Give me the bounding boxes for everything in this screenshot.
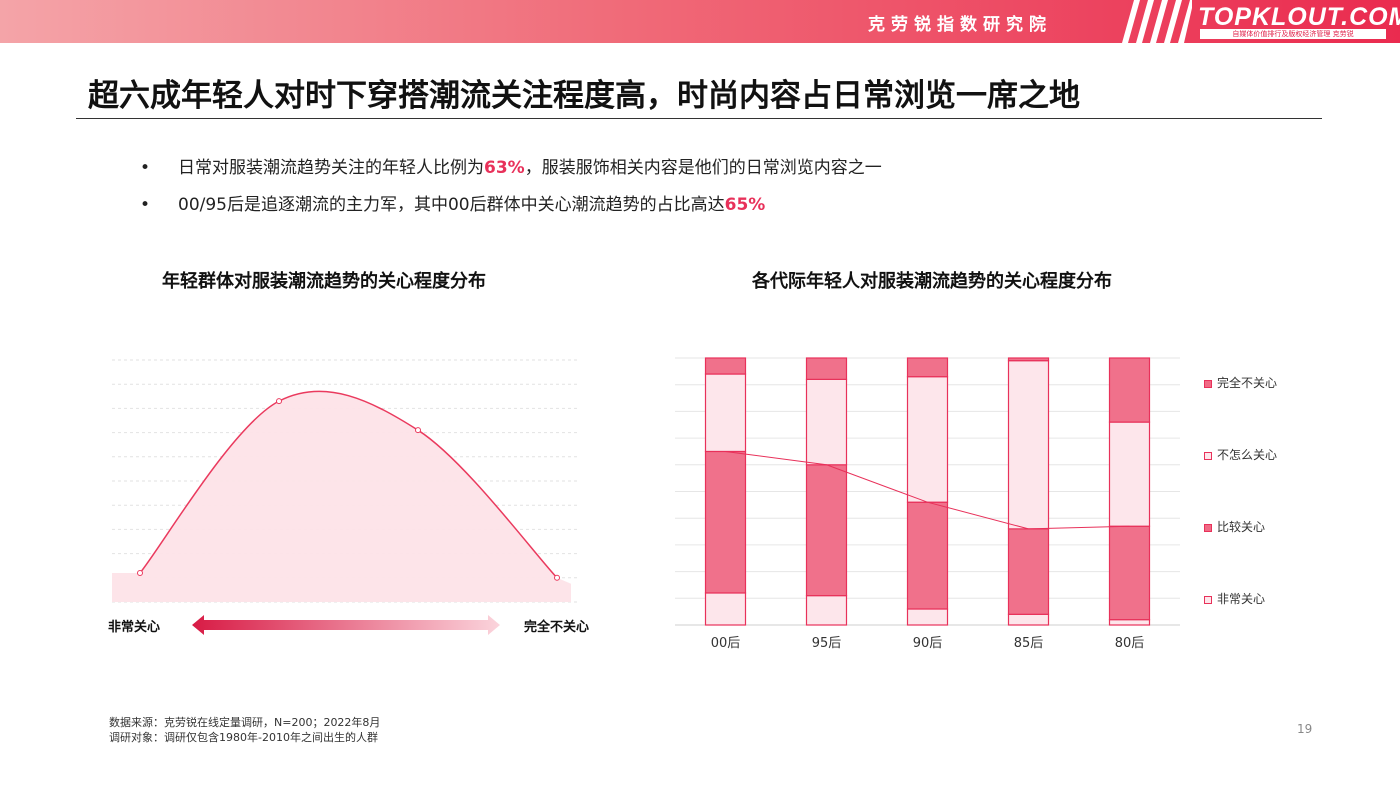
bullet-dot: •	[140, 195, 151, 215]
brand-logo: TOPKLOUT.COM	[1198, 3, 1400, 31]
bullet-2-highlight: 65%	[724, 195, 766, 215]
bullet-dot: •	[140, 158, 151, 178]
bar-segment	[1108, 525, 1151, 621]
page-number: 19	[1297, 722, 1313, 736]
bar-segment	[704, 373, 747, 453]
bar-segment	[704, 450, 747, 594]
legend-swatch	[1204, 451, 1212, 460]
bar-segment	[906, 376, 949, 503]
bullet-1-text-end: ，服装服饰相关内容是他们的日常浏览内容之一	[524, 158, 882, 178]
left-axis-end-label: 非常关心	[108, 620, 161, 635]
bar-segment	[906, 501, 949, 610]
bar-segment	[1108, 357, 1151, 423]
left-area-chart	[112, 359, 578, 603]
bullet-2: • 00/95后是追逐潮流的主力军，其中00后群体中关心潮流趋势的占比高达65%	[140, 190, 765, 215]
org-name: 克劳锐指数研究院	[868, 15, 1052, 35]
legend-swatch	[1204, 379, 1212, 388]
legend-item-4: 非常关心	[1204, 590, 1265, 607]
legend-label: 完全不关心	[1217, 376, 1278, 390]
gradient-arrow	[192, 615, 500, 635]
legend-label: 非常关心	[1217, 592, 1266, 606]
right-chart-title: 各代际年轻人对服装潮流趋势的关心程度分布	[752, 271, 1112, 292]
page-title: 超六成年轻人对时下穿搭潮流关注程度高，时尚内容占日常浏览一席之地	[88, 78, 1080, 114]
legend-swatch	[1204, 595, 1212, 604]
title-divider	[76, 118, 1322, 119]
bullet-1: • 日常对服装潮流趋势关注的年轻人比例为63%，服装服饰相关内容是他们的日常浏览内…	[140, 153, 882, 178]
area-fill	[112, 391, 571, 602]
bar-segment	[805, 595, 848, 626]
bar-segment	[1108, 421, 1151, 527]
x-tick-label: 00后	[711, 636, 741, 651]
bullet-1-highlight: 63%	[484, 158, 525, 178]
bar-segment	[704, 592, 747, 626]
bar-segment	[1007, 528, 1050, 615]
bar-segment	[1007, 613, 1050, 626]
bar-segment	[1007, 357, 1050, 362]
x-tick-label: 95后	[812, 636, 842, 651]
left-chart-title: 年轻群体对服装潮流趋势的关心程度分布	[162, 271, 486, 292]
bar-segment	[805, 378, 848, 466]
trend-line	[725, 450, 1130, 530]
legend-label: 比较关心	[1217, 520, 1266, 534]
bullet-1-text: 日常对服装潮流趋势关注的年轻人比例为	[178, 158, 484, 178]
footnote-source: 数据来源：克劳锐在线定量调研，N=200；2022年8月	[109, 716, 381, 729]
x-tick-label: 80后	[1115, 636, 1145, 651]
bar-segment	[805, 464, 848, 597]
brand-logo-subtext: 自媒体价值排行及版权经济管理 克劳锐	[1200, 29, 1386, 39]
legend-item-3: 比较关心	[1204, 518, 1265, 535]
stripe-decoration	[1122, 0, 1192, 43]
data-point	[415, 427, 421, 434]
legend-item-1: 完全不关心	[1204, 374, 1277, 391]
legend-swatch	[1204, 523, 1212, 532]
right-stacked-bar-chart: 00后 95后 90后 85后 80后	[675, 357, 1180, 651]
x-tick-label: 90后	[913, 636, 943, 651]
data-point	[276, 398, 282, 405]
legend-item-2: 不怎么关心	[1204, 446, 1277, 463]
x-tick-label: 85后	[1014, 636, 1044, 651]
bar-segment	[906, 357, 949, 378]
header-bar: 克劳锐指数研究院 TOPKLOUT.COM 自媒体价值排行及版权经济管理 克劳锐	[0, 0, 1400, 43]
area-line	[139, 390, 558, 579]
data-point	[137, 569, 143, 576]
bar-segment	[1108, 619, 1151, 626]
bar-segment	[704, 357, 747, 375]
bar-segment	[1007, 360, 1050, 530]
bar-segment	[805, 357, 848, 380]
bullet-2-text: 00/95后是追逐潮流的主力军，其中00后群体中关心潮流趋势的占比高达	[178, 195, 725, 215]
right-axis-end-label: 完全不关心	[524, 620, 590, 635]
footnote-subjects: 调研对象：调研仅包含1980年-2010年之间出生的人群	[109, 731, 378, 744]
bar-segment	[906, 608, 949, 626]
legend-label: 不怎么关心	[1217, 448, 1278, 462]
data-point	[554, 574, 560, 581]
